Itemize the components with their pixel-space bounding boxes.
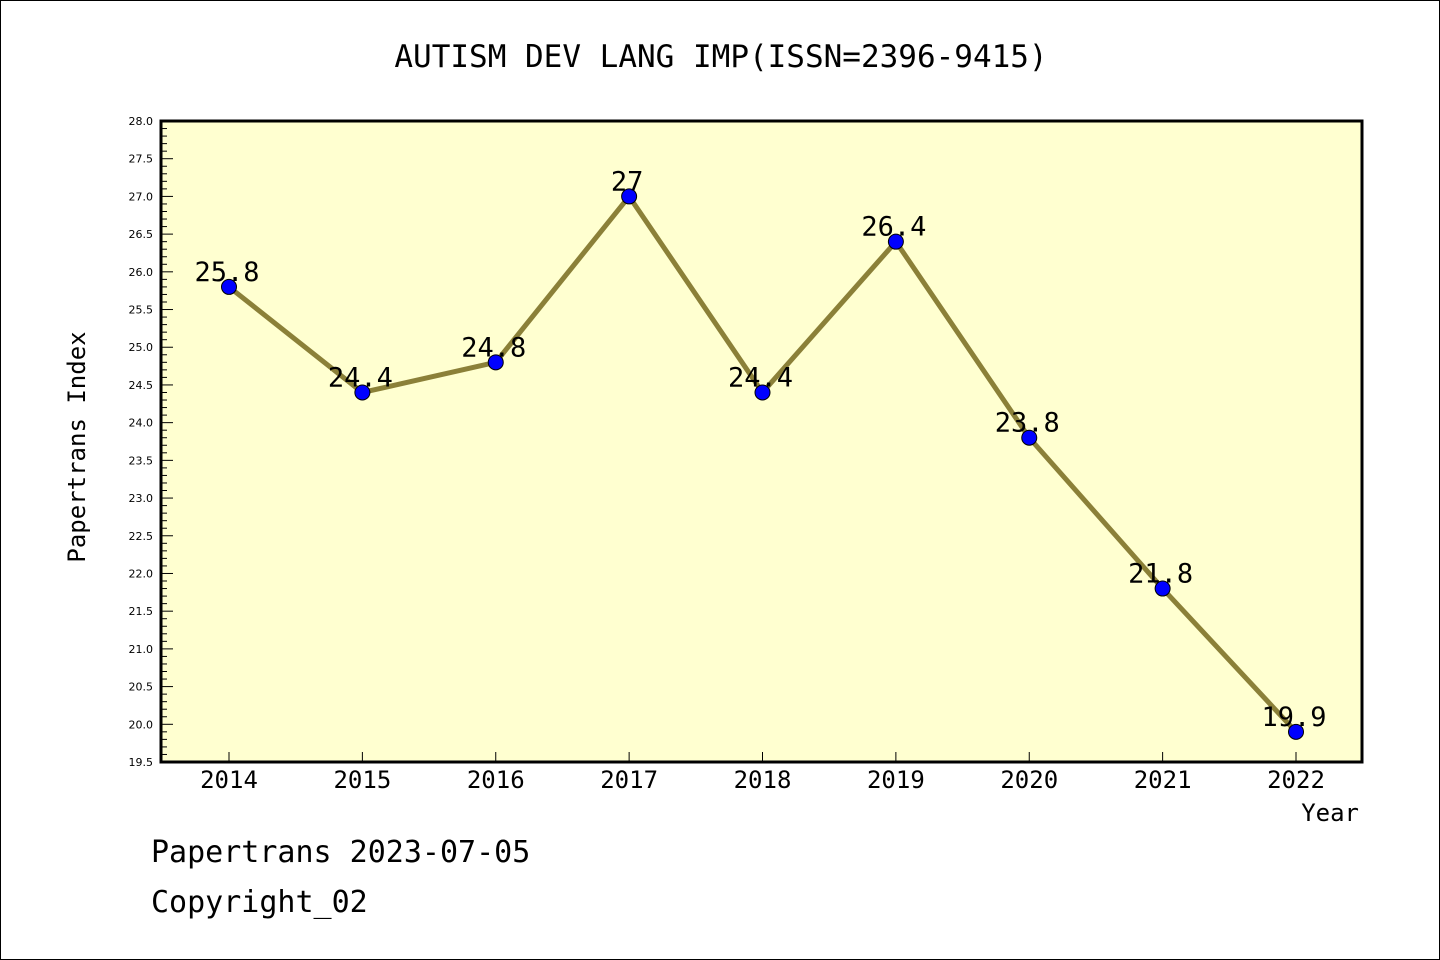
data-label: 24.4 (728, 362, 793, 393)
x-tick-label: 2015 (333, 766, 391, 794)
y-tick-label: 23.5 (129, 454, 154, 467)
y-axis-title: Papertrans Index (63, 331, 91, 562)
y-tick-label: 26.5 (129, 228, 154, 241)
y-tick-label: 19.5 (129, 756, 154, 769)
data-label: 25.8 (194, 257, 259, 288)
y-tick-label: 20.5 (129, 681, 154, 694)
y-tick-label: 24.0 (129, 417, 154, 430)
x-tick-label: 2020 (1000, 766, 1058, 794)
x-axis-title: Year (1301, 799, 1359, 827)
data-label: 26.4 (861, 212, 926, 243)
y-axis-ticks: 19.5 20.0 20.5 21.0 21.5 22.0 22.5 23.0 23.5 24.0… (129, 115, 173, 769)
y-tick-label: 21.0 (129, 643, 154, 656)
plot-frame (159, 119, 1364, 764)
footer-copyright: Copyright_02 (151, 885, 368, 920)
y-tick-label: 25.5 (129, 304, 154, 317)
x-axis-ticks: 2014 2015 2016 2017 2018 2019 2020 2021 2022 (200, 752, 1325, 794)
y-tick-label: 27.0 (129, 190, 154, 203)
y-tick-label: 21.5 (129, 605, 154, 618)
data-point (354, 384, 371, 401)
data-label: 24.4 (328, 362, 393, 393)
data-point (887, 233, 904, 250)
x-tick-label: 2018 (734, 766, 792, 794)
y-tick-label: 22.5 (129, 530, 154, 543)
footer-date: Papertrans 2023-07-05 (151, 835, 531, 870)
data-point (621, 188, 638, 205)
y-tick-label: 20.0 (129, 718, 154, 731)
data-point (1154, 580, 1171, 597)
y-tick-label: 22.0 (129, 567, 154, 580)
y-tick-label: 23.0 (129, 492, 154, 505)
y-tick-label: 24.5 (129, 379, 154, 392)
data-label: 23.8 (995, 408, 1060, 439)
data-point (487, 354, 504, 371)
data-point (754, 384, 771, 401)
x-tick-label: 2019 (867, 766, 925, 794)
data-point (1021, 429, 1038, 446)
x-tick-label: 2022 (1267, 766, 1325, 794)
y-tick-label: 26.0 (129, 266, 154, 279)
series-line-group (221, 188, 1304, 740)
data-point (1288, 723, 1304, 740)
data-label: 19.9 (1261, 702, 1326, 733)
data-point (221, 278, 237, 295)
data-label: 24.8 (461, 332, 526, 363)
y-tick-label: 27.5 (129, 153, 154, 166)
y-tick-label: 28.0 (129, 115, 154, 128)
x-tick-label: 2014 (200, 766, 258, 794)
data-label: 27 (611, 166, 644, 197)
x-tick-label: 2017 (600, 766, 658, 794)
data-label: 21.8 (1128, 559, 1193, 590)
y-tick-label: 25.0 (129, 341, 154, 354)
x-tick-label: 2016 (467, 766, 525, 794)
chart-title: AUTISM DEV LANG IMP(ISSN=2396-9415) (394, 39, 1047, 75)
plot-area (161, 121, 1362, 762)
data-labels-group: 25.8 24.4 24.8 27 24.4 26.4 23.8 21.8 19.9 (194, 166, 1326, 732)
x-tick-label: 2021 (1134, 766, 1192, 794)
